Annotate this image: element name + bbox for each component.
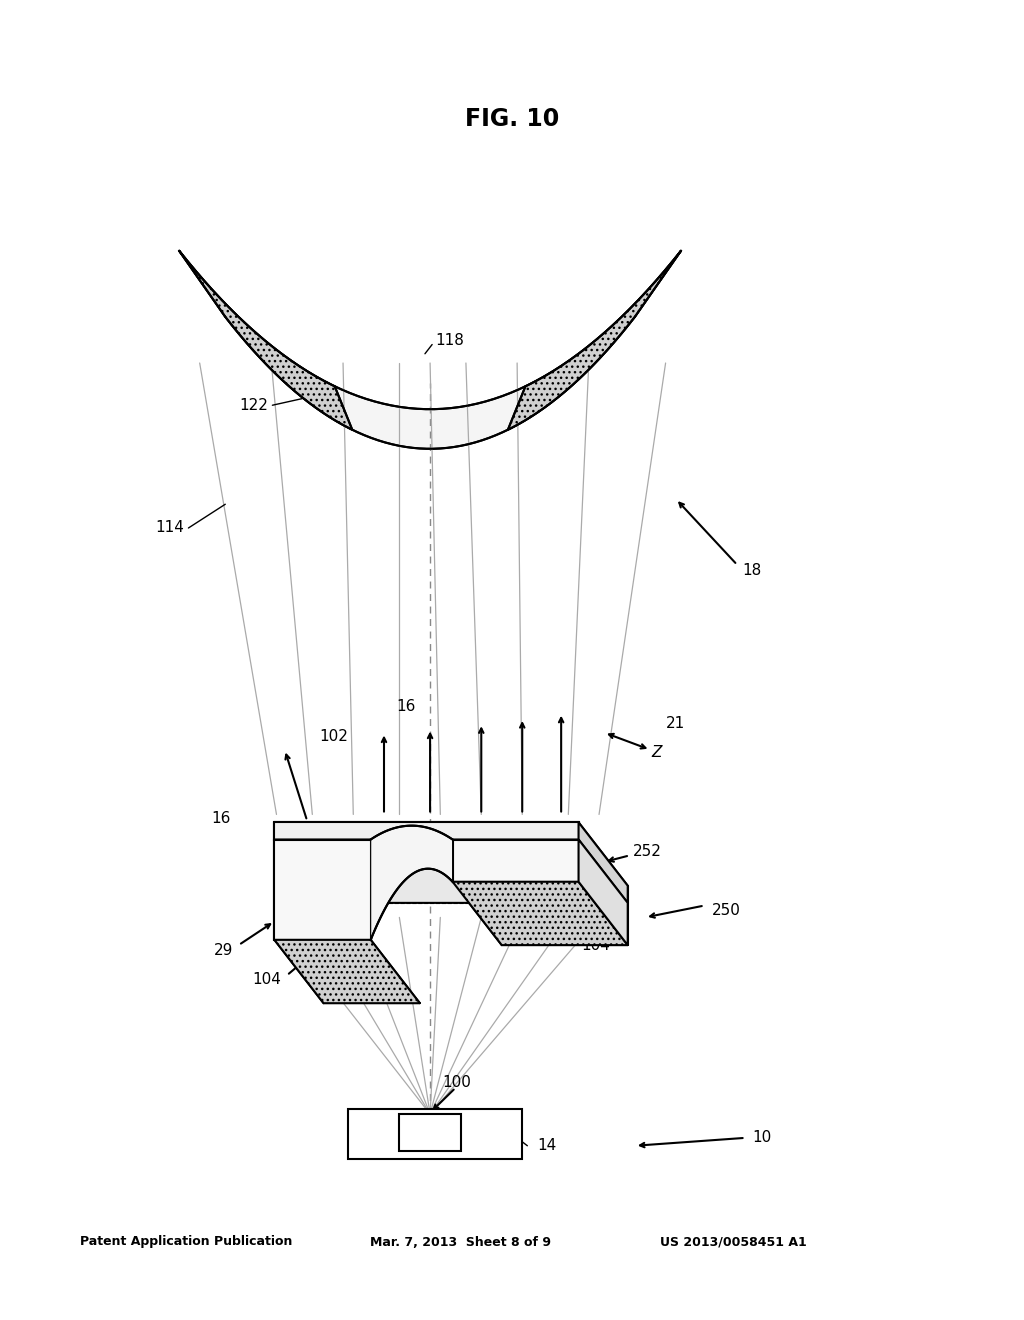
Text: 16: 16 [396, 698, 416, 714]
Text: 29: 29 [214, 942, 233, 958]
Polygon shape [399, 1114, 461, 1151]
Text: 250: 250 [712, 903, 740, 919]
Text: 122: 122 [240, 397, 268, 413]
Polygon shape [579, 822, 628, 903]
Text: 18: 18 [742, 562, 762, 578]
Polygon shape [179, 251, 352, 430]
Text: 118: 118 [435, 333, 464, 348]
Text: Z: Z [651, 744, 662, 760]
Text: 21: 21 [666, 715, 685, 731]
Polygon shape [453, 840, 579, 882]
Polygon shape [274, 822, 579, 840]
Text: 102: 102 [319, 729, 348, 744]
Text: 10: 10 [753, 1130, 772, 1146]
Text: 14: 14 [538, 1138, 557, 1154]
Text: 114: 114 [156, 520, 184, 536]
Text: 104: 104 [582, 937, 610, 953]
Polygon shape [274, 840, 371, 940]
Text: Mar. 7, 2013  Sheet 8 of 9: Mar. 7, 2013 Sheet 8 of 9 [370, 1236, 551, 1249]
Polygon shape [579, 840, 628, 945]
Polygon shape [179, 251, 681, 449]
Text: Patent Application Publication: Patent Application Publication [80, 1236, 293, 1249]
Polygon shape [348, 1109, 522, 1159]
Text: 16: 16 [211, 810, 230, 826]
Polygon shape [274, 940, 420, 1003]
Text: 252: 252 [633, 843, 662, 859]
Text: FIG. 10: FIG. 10 [465, 107, 559, 131]
Polygon shape [274, 840, 628, 903]
Text: 104: 104 [253, 972, 282, 987]
Polygon shape [371, 826, 453, 940]
Polygon shape [508, 251, 681, 430]
Polygon shape [453, 882, 628, 945]
Text: US 2013/0058451 A1: US 2013/0058451 A1 [660, 1236, 807, 1249]
Text: 100: 100 [442, 1074, 471, 1090]
